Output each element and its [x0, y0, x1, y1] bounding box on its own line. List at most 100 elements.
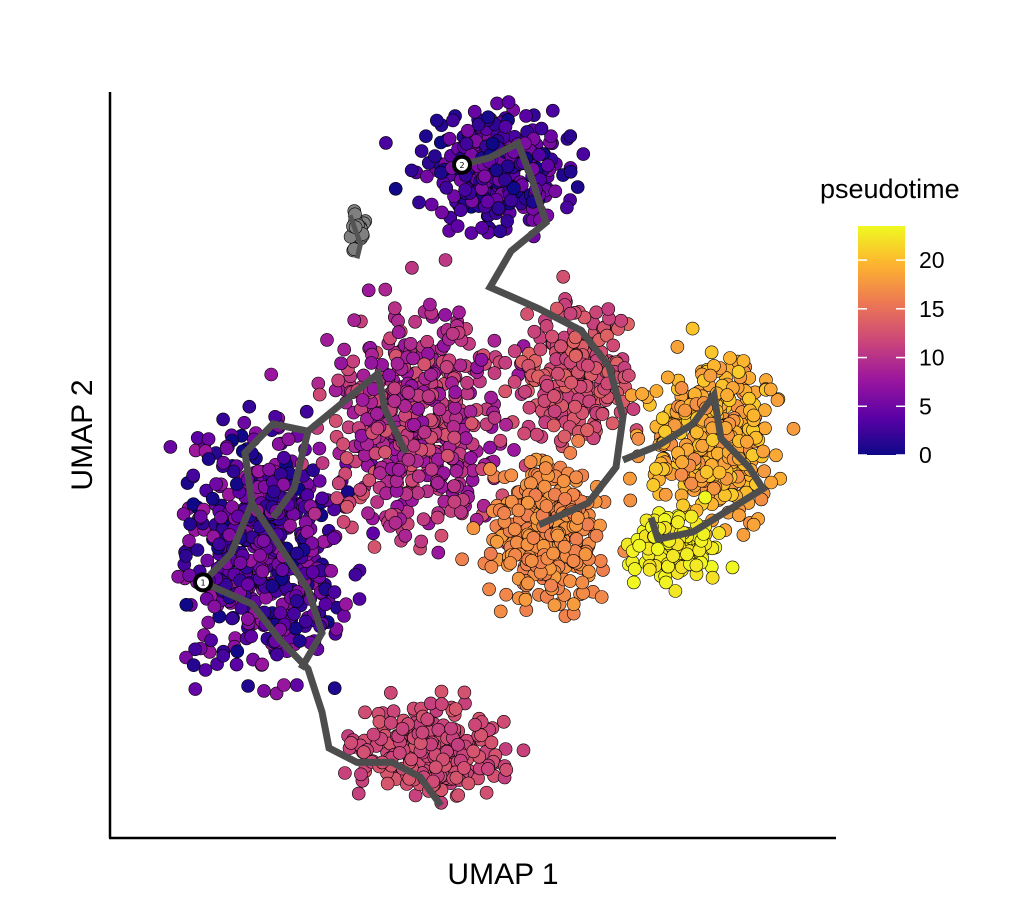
cell-point [720, 388, 735, 402]
cell-point [290, 594, 304, 608]
cell-point [403, 336, 418, 351]
cell-point [757, 403, 772, 418]
cell-point [370, 421, 385, 436]
cell-point [388, 515, 403, 530]
cell-point [666, 549, 680, 563]
cell-point [499, 587, 514, 602]
cell-point [540, 378, 555, 393]
cell-point [387, 301, 402, 316]
legend-tick-label: 15 [919, 296, 945, 322]
cell-point [207, 599, 222, 614]
cell-point [534, 121, 549, 136]
cell-point [582, 394, 597, 409]
cell-point [507, 344, 522, 358]
cell-point [424, 462, 439, 477]
cell-point [523, 455, 538, 469]
cell-point [474, 728, 488, 743]
cell-point [516, 743, 531, 758]
cell-point [214, 510, 228, 525]
legend-title: pseudotime [820, 174, 960, 204]
cell-point [225, 611, 239, 626]
cell-point [746, 408, 761, 423]
root-node-label: 2 [459, 161, 464, 170]
cell-point [571, 434, 586, 448]
cell-point [466, 744, 481, 759]
cell-point [489, 163, 504, 178]
cell-point [366, 727, 381, 742]
cell-point [491, 201, 506, 215]
cell-point [435, 205, 449, 220]
cell-point [305, 565, 320, 579]
cell-point [452, 305, 466, 320]
cell-point [563, 165, 578, 179]
cell-point [190, 543, 205, 557]
cell-point [430, 476, 445, 490]
cell-point [420, 334, 435, 349]
cell-point [482, 582, 496, 597]
cell-point [539, 499, 554, 513]
cell-point [405, 260, 419, 275]
cell-point [517, 426, 532, 441]
cell-point [209, 477, 223, 491]
legend-tick-label: 0 [919, 442, 932, 468]
cell-point [504, 193, 519, 208]
cell-point [442, 131, 457, 146]
root-node-ring [456, 158, 468, 171]
cell-point [447, 430, 462, 445]
cell-point [447, 479, 461, 493]
cell-point [649, 384, 664, 398]
cell-point [501, 95, 516, 109]
cell-point [479, 785, 494, 800]
cell-point [346, 354, 361, 369]
cell-point [446, 113, 460, 128]
cell-point [578, 547, 593, 562]
cell-point [746, 517, 761, 532]
cell-point [524, 476, 538, 491]
cell-point [447, 494, 462, 509]
cell-point [463, 451, 478, 465]
cell-point [520, 307, 534, 321]
cell-point [498, 384, 513, 399]
cell-point [390, 356, 405, 371]
cell-point [391, 462, 406, 477]
cell-point [424, 367, 438, 382]
cell-point [450, 219, 465, 233]
cell-point [533, 342, 548, 357]
cell-point [600, 328, 614, 343]
cell-point [320, 333, 334, 347]
x-axis-title: UMAP 1 [447, 858, 558, 891]
cell-point [527, 324, 542, 339]
cell-point [557, 539, 572, 554]
cell-point [655, 411, 670, 426]
cell-point [290, 678, 304, 692]
cell-point [563, 306, 578, 321]
cell-point [439, 360, 454, 374]
cell-point [290, 546, 304, 561]
cell-point [621, 368, 636, 383]
cell-point [466, 521, 481, 536]
cell-point [511, 503, 526, 518]
cell-point [439, 181, 454, 195]
cell-point [518, 384, 532, 399]
cell-point [705, 570, 720, 585]
cell-point [518, 592, 533, 607]
cell-point [684, 509, 699, 524]
cell-point [674, 467, 689, 482]
cell-point [370, 495, 384, 509]
cell-point [204, 633, 218, 648]
cell-point [183, 517, 197, 531]
cell-point [201, 615, 215, 630]
cell-point [273, 606, 288, 620]
cell-point [668, 584, 683, 598]
cell-point [237, 415, 252, 430]
cell-point [736, 528, 751, 542]
cell-point [407, 418, 421, 432]
cell-point [353, 482, 367, 497]
cell-point [498, 742, 513, 756]
cell-point [575, 575, 590, 590]
cell-point [287, 607, 301, 621]
cell-point [241, 612, 255, 626]
cell-point [580, 423, 595, 437]
cell-point [444, 721, 458, 736]
cell-point [526, 531, 541, 545]
